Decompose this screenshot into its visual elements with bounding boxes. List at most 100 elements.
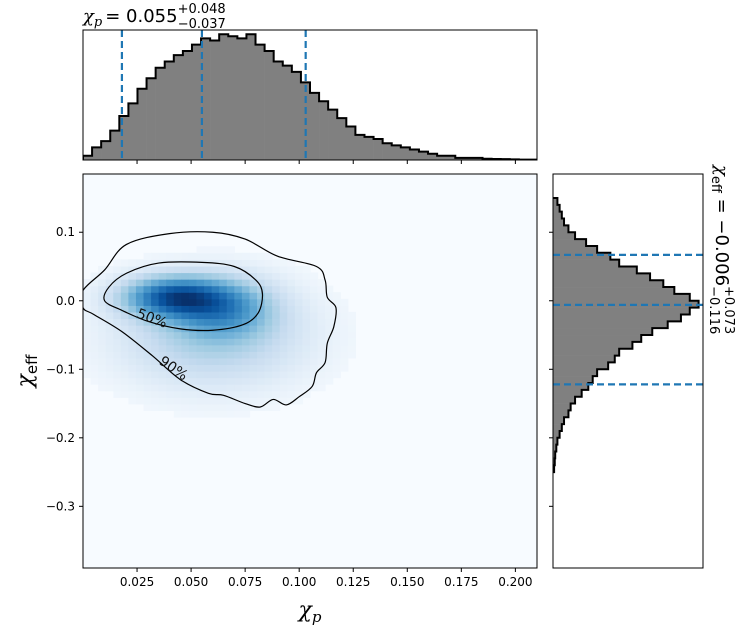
heatmap-cell	[196, 298, 205, 306]
heatmap-cell	[325, 357, 334, 366]
heatmap-cell	[249, 279, 258, 287]
heatmap-cell	[158, 357, 167, 366]
heatmap-cell	[158, 305, 167, 313]
heatmap-cell	[211, 311, 220, 320]
heatmap-cell	[135, 384, 145, 392]
heatmap-cell	[166, 285, 175, 293]
heatmap-cell	[272, 344, 281, 352]
heatmap-cell	[279, 371, 288, 379]
heatmap-cell	[294, 384, 304, 392]
heatmap-cell	[113, 338, 122, 346]
heatmap-cell	[294, 305, 304, 313]
right-hist-bar	[553, 396, 576, 404]
heatmap-cell	[98, 279, 107, 287]
right-hist-bar	[553, 225, 569, 233]
heatmap-cell	[181, 377, 190, 385]
heatmap-cell	[272, 311, 281, 320]
heatmap-cell	[105, 279, 114, 287]
heatmap-cell	[173, 318, 182, 326]
heatmap-cell	[332, 311, 341, 320]
heatmap-cell	[234, 311, 243, 320]
heatmap-cell	[332, 351, 341, 359]
heatmap-cell	[158, 344, 167, 352]
heatmap-cell	[226, 285, 235, 293]
heatmap-cell	[181, 298, 190, 306]
heatmap-cell	[302, 292, 311, 300]
heatmap-cell	[204, 384, 213, 392]
heatmap-cell	[128, 272, 137, 280]
heatmap-cell	[166, 357, 175, 366]
heatmap-cell	[196, 272, 205, 280]
right-hist-bar	[553, 424, 562, 432]
heatmap-cell	[317, 311, 326, 320]
heatmap-cell	[166, 265, 175, 274]
heatmap-cell	[90, 318, 99, 326]
heatmap-cell	[294, 272, 304, 280]
heatmap-cell	[83, 279, 92, 287]
heatmap-cell	[90, 279, 99, 287]
top-hist-bar	[473, 157, 483, 160]
heatmap-cell	[120, 377, 129, 385]
heatmap-cell	[241, 325, 251, 333]
heatmap-cell	[249, 292, 258, 300]
heatmap-cell	[151, 305, 160, 313]
heatmap-cell	[173, 390, 182, 398]
heatmap-cell	[219, 311, 228, 320]
heatmap-cell	[98, 364, 107, 372]
heatmap-cell	[219, 384, 228, 392]
heatmap-cell	[181, 285, 190, 293]
heatmap-cell	[105, 265, 114, 274]
heatmap-cell	[294, 344, 304, 352]
heatmap-cell	[287, 318, 296, 326]
heatmap-cell	[257, 384, 266, 392]
heatmap-cell	[257, 331, 266, 339]
top-hist-outline	[83, 33, 537, 160]
x-tick-label: 0.175	[444, 575, 478, 589]
heatmap-cell	[310, 371, 319, 379]
heatmap-cell	[249, 371, 258, 379]
x-tick-label: 0.125	[336, 575, 370, 589]
heatmap-cell	[158, 371, 167, 379]
heatmap-cell	[196, 344, 205, 352]
heatmap-cell	[151, 279, 160, 287]
heatmap-cell	[211, 338, 220, 346]
heatmap-cell	[181, 265, 190, 274]
heatmap-cell	[211, 325, 220, 333]
heatmap-cell	[173, 357, 182, 366]
heatmap-cell	[120, 311, 129, 320]
heatmap-cell	[120, 371, 129, 379]
heatmap-cell	[234, 265, 243, 274]
heatmap-cell	[279, 344, 288, 352]
top-hist-bar	[328, 109, 338, 160]
heatmap-cell	[234, 384, 243, 392]
heatmap-cell	[347, 344, 356, 352]
heatmap-cell	[226, 272, 235, 280]
heatmap-cell	[317, 357, 326, 366]
top-hist-bar	[246, 34, 256, 160]
heatmap-cell	[302, 344, 311, 352]
right-hist-bar	[553, 410, 569, 418]
top-hist-bar	[164, 61, 175, 160]
heatmap-cell	[120, 338, 129, 346]
heatmap-cell	[287, 298, 296, 306]
heatmap-cell	[83, 364, 92, 372]
heatmap-cell	[226, 390, 235, 398]
heatmap-cell	[83, 331, 92, 339]
heatmap-cell	[105, 357, 114, 366]
heatmap-cell	[105, 338, 114, 346]
heatmap-cell	[135, 311, 145, 320]
heatmap-cell	[287, 377, 296, 385]
heatmap-cell	[188, 390, 198, 398]
heatmap-cell	[173, 265, 182, 274]
heatmap-cell	[257, 344, 266, 352]
heatmap-cell	[287, 292, 296, 300]
heatmap-cell	[211, 364, 220, 372]
heatmap-cell	[143, 377, 152, 385]
heatmap-cell	[128, 318, 137, 326]
heatmap-cell	[188, 285, 198, 293]
heatmap-cell	[241, 272, 251, 280]
heatmap-cell	[105, 285, 114, 293]
heatmap-cell	[120, 390, 129, 398]
heatmap-cell	[128, 384, 137, 392]
